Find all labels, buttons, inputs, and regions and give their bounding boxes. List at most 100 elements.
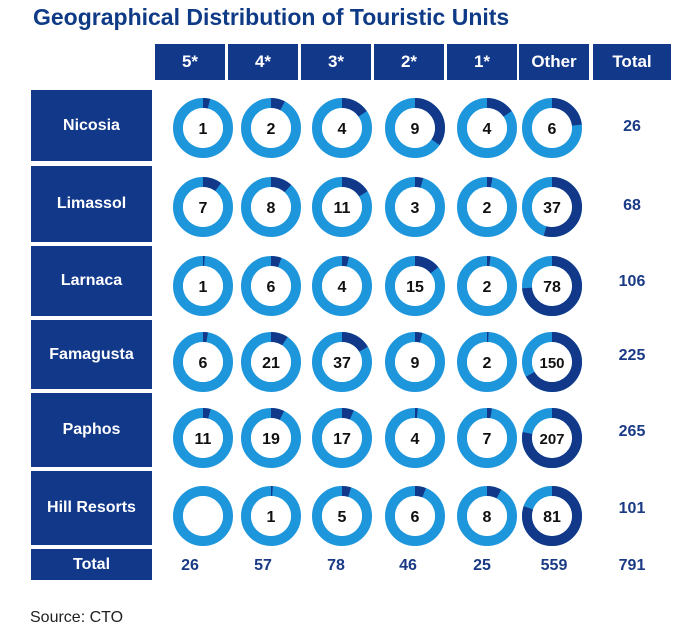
row-header-total: Total: [31, 549, 152, 580]
donut-center: [183, 266, 223, 306]
donut-3-4: 2: [457, 332, 517, 392]
donut-1-1: 8: [241, 177, 301, 237]
donut-share-arc: [241, 486, 301, 546]
donut-value-label: 6: [199, 355, 208, 372]
col-header-1star: 1*: [447, 44, 517, 80]
donut-value-label: 11: [334, 200, 351, 217]
donut-share-arc: [312, 486, 372, 546]
donut-share-arc: [241, 98, 301, 158]
donut-2-0: 1: [173, 256, 233, 316]
donut-share-arc: [385, 177, 445, 237]
grand-total: 791: [618, 557, 646, 574]
donut-center: [395, 418, 435, 458]
donut-center: [251, 187, 291, 227]
donut-0-4: 4: [457, 98, 517, 158]
donut-2-2: 4: [312, 256, 372, 316]
donut-ring: [173, 486, 233, 546]
donut-center: [251, 266, 291, 306]
col-header-4star: 4*: [228, 44, 298, 80]
donut-center: [251, 496, 291, 536]
donut-0-5: 6: [522, 98, 582, 158]
donut-center: [532, 108, 572, 148]
donut-value-label: 37: [333, 355, 351, 372]
donut-value-label: 81: [543, 509, 561, 526]
donut-center: [395, 496, 435, 536]
donut-3-5: 150: [522, 332, 582, 392]
donut-share-arc: [385, 332, 445, 392]
donut-share-arc: [522, 486, 582, 546]
donut-3-0: 6: [173, 332, 233, 392]
donut-center: [251, 418, 291, 458]
row-total-paphos: 265: [618, 423, 646, 440]
donut-center: [532, 342, 572, 382]
donut-1-5: 37: [522, 177, 582, 237]
donut-2-3: 15: [385, 256, 445, 316]
donut-5-1: 1: [241, 486, 301, 546]
donut-share-arc: [457, 408, 517, 468]
donut-center: [183, 342, 223, 382]
donut-center: [251, 108, 291, 148]
donut-4-2: 17: [312, 408, 372, 468]
donut-0-2: 4: [312, 98, 372, 158]
col-total-5star: 26: [181, 557, 199, 574]
donut-2-4: 2: [457, 256, 517, 316]
donut-center: [532, 496, 572, 536]
donut-center: [183, 418, 223, 458]
donut-value-label: 150: [539, 355, 564, 372]
donut-center: [322, 187, 362, 227]
donut-share-arc: [522, 256, 582, 316]
col-header-2star: 2*: [374, 44, 444, 80]
donut-1-0: 7: [173, 177, 233, 237]
donut-value-label: 2: [483, 279, 492, 296]
donut-value-label: 15: [406, 279, 424, 296]
donut-value-label: 4: [338, 121, 347, 138]
donut-value-label: 11: [195, 431, 212, 448]
donut-share-arc: [385, 98, 445, 158]
donut-value-label: 37: [543, 200, 561, 217]
col-total-1star: 25: [473, 557, 491, 574]
chart-title: Geographical Distribution of Touristic U…: [33, 4, 510, 30]
donut-value-label: 1: [199, 121, 208, 138]
donut-value-label: 5: [338, 509, 347, 526]
donut-share-arc: [457, 486, 517, 546]
donut-center: [322, 496, 362, 536]
donut-5-5: 81: [522, 486, 582, 546]
donut-share-arc: [522, 408, 582, 468]
donut-value-label: 8: [267, 200, 276, 217]
row-header-hill-resorts: Hill Resorts: [31, 471, 152, 545]
donut-value-label: 4: [483, 121, 492, 138]
donut-share-arc: [241, 332, 301, 392]
col-total-other: 559: [540, 557, 568, 574]
donut-value-label: 21: [262, 355, 280, 372]
donut-center: [467, 108, 507, 148]
donut-3-2: 37: [312, 332, 372, 392]
donut-center: [183, 108, 223, 148]
donut-1-2: 11: [312, 177, 372, 237]
donut-center: [532, 266, 572, 306]
donut-share-arc: [312, 256, 372, 316]
donut-value-label: 3: [411, 200, 420, 217]
col-total-2star: 46: [399, 557, 417, 574]
donut-share-arc: [173, 332, 233, 392]
donut-value-label: 2: [483, 200, 492, 217]
row-total-limassol: 68: [623, 197, 641, 214]
donut-4-1: 19: [241, 408, 301, 468]
donut-value-label: 19: [262, 431, 280, 448]
donut-5-2: 5: [312, 486, 372, 546]
row-total-famagusta: 225: [618, 347, 646, 364]
row-total-nicosia: 26: [623, 118, 641, 135]
donut-0-3: 9: [385, 98, 445, 158]
donut-center: [183, 187, 223, 227]
donut-value-label: 2: [267, 121, 276, 138]
donut-share-arc: [457, 332, 517, 392]
donut-5-3: 6: [385, 486, 445, 546]
col-total-3star: 78: [327, 557, 345, 574]
donut-center: [395, 187, 435, 227]
donut-value-label: 9: [411, 355, 420, 372]
donut-share-arc: [522, 177, 582, 237]
donut-4-3: 4: [385, 408, 445, 468]
donut-value-label: 4: [411, 431, 420, 448]
donut-1-4: 2: [457, 177, 517, 237]
donut-center: [467, 342, 507, 382]
col-header-5star: 5*: [155, 44, 225, 80]
